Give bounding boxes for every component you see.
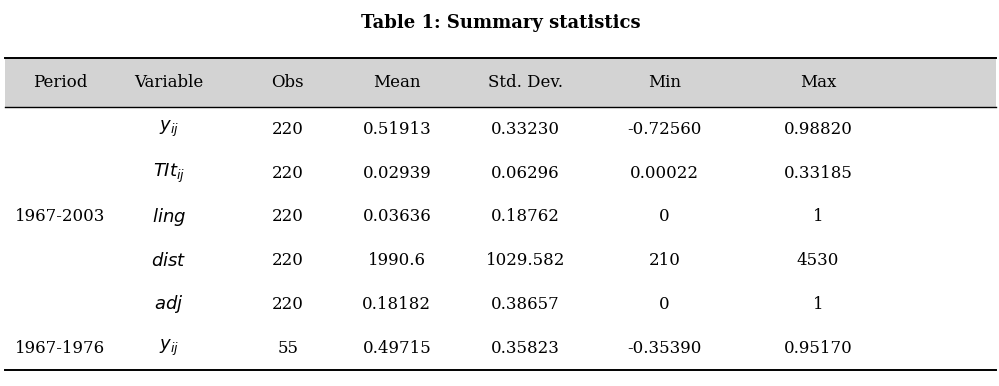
Text: 0.95170: 0.95170 xyxy=(783,340,852,357)
Text: 220: 220 xyxy=(272,164,304,181)
Text: 220: 220 xyxy=(272,252,304,269)
Text: 1029.582: 1029.582 xyxy=(486,252,565,269)
Text: $dist$: $dist$ xyxy=(151,252,187,269)
Text: Min: Min xyxy=(647,74,680,91)
Text: 0.06296: 0.06296 xyxy=(492,164,559,181)
Text: $ling$: $ling$ xyxy=(152,206,186,228)
Text: 0.00022: 0.00022 xyxy=(629,164,698,181)
Text: Max: Max xyxy=(799,74,836,91)
Text: $TIt_{ij}$: $TIt_{ij}$ xyxy=(153,161,185,185)
Text: 0.18182: 0.18182 xyxy=(363,296,432,313)
Text: 1990.6: 1990.6 xyxy=(368,252,426,269)
Text: 0.98820: 0.98820 xyxy=(783,121,852,138)
Text: 1: 1 xyxy=(812,208,823,225)
Text: 220: 220 xyxy=(272,121,304,138)
Text: 0.35823: 0.35823 xyxy=(492,340,560,357)
Text: 0.51913: 0.51913 xyxy=(363,121,432,138)
Text: $adj$: $adj$ xyxy=(154,293,184,315)
Text: 0: 0 xyxy=(659,296,669,313)
Text: 0.38657: 0.38657 xyxy=(492,296,560,313)
Text: 55: 55 xyxy=(278,340,299,357)
Text: 220: 220 xyxy=(272,208,304,225)
Text: 210: 210 xyxy=(648,252,680,269)
FancyBboxPatch shape xyxy=(5,58,996,107)
Text: Period: Period xyxy=(33,74,87,91)
Text: Obs: Obs xyxy=(272,74,304,91)
Text: $y_{ij}$: $y_{ij}$ xyxy=(159,119,179,139)
Text: 4530: 4530 xyxy=(796,252,839,269)
Text: 1967-2003: 1967-2003 xyxy=(15,208,105,225)
Text: 0.49715: 0.49715 xyxy=(363,340,432,357)
Text: 0.02939: 0.02939 xyxy=(363,164,432,181)
Text: -0.72560: -0.72560 xyxy=(627,121,701,138)
Text: 1967-1976: 1967-1976 xyxy=(15,340,105,357)
Text: 1: 1 xyxy=(812,296,823,313)
Text: 220: 220 xyxy=(272,296,304,313)
Text: -0.35390: -0.35390 xyxy=(627,340,701,357)
Text: Std. Dev.: Std. Dev. xyxy=(489,74,563,91)
Text: Variable: Variable xyxy=(134,74,204,91)
Text: Table 1: Summary statistics: Table 1: Summary statistics xyxy=(361,14,640,32)
Text: 0: 0 xyxy=(659,208,669,225)
Text: 0.03636: 0.03636 xyxy=(363,208,432,225)
Text: $y_{ij}$: $y_{ij}$ xyxy=(159,338,179,358)
Text: 0.33185: 0.33185 xyxy=(783,164,852,181)
Text: 0.33230: 0.33230 xyxy=(492,121,560,138)
Text: Mean: Mean xyxy=(373,74,421,91)
Text: 0.18762: 0.18762 xyxy=(492,208,560,225)
